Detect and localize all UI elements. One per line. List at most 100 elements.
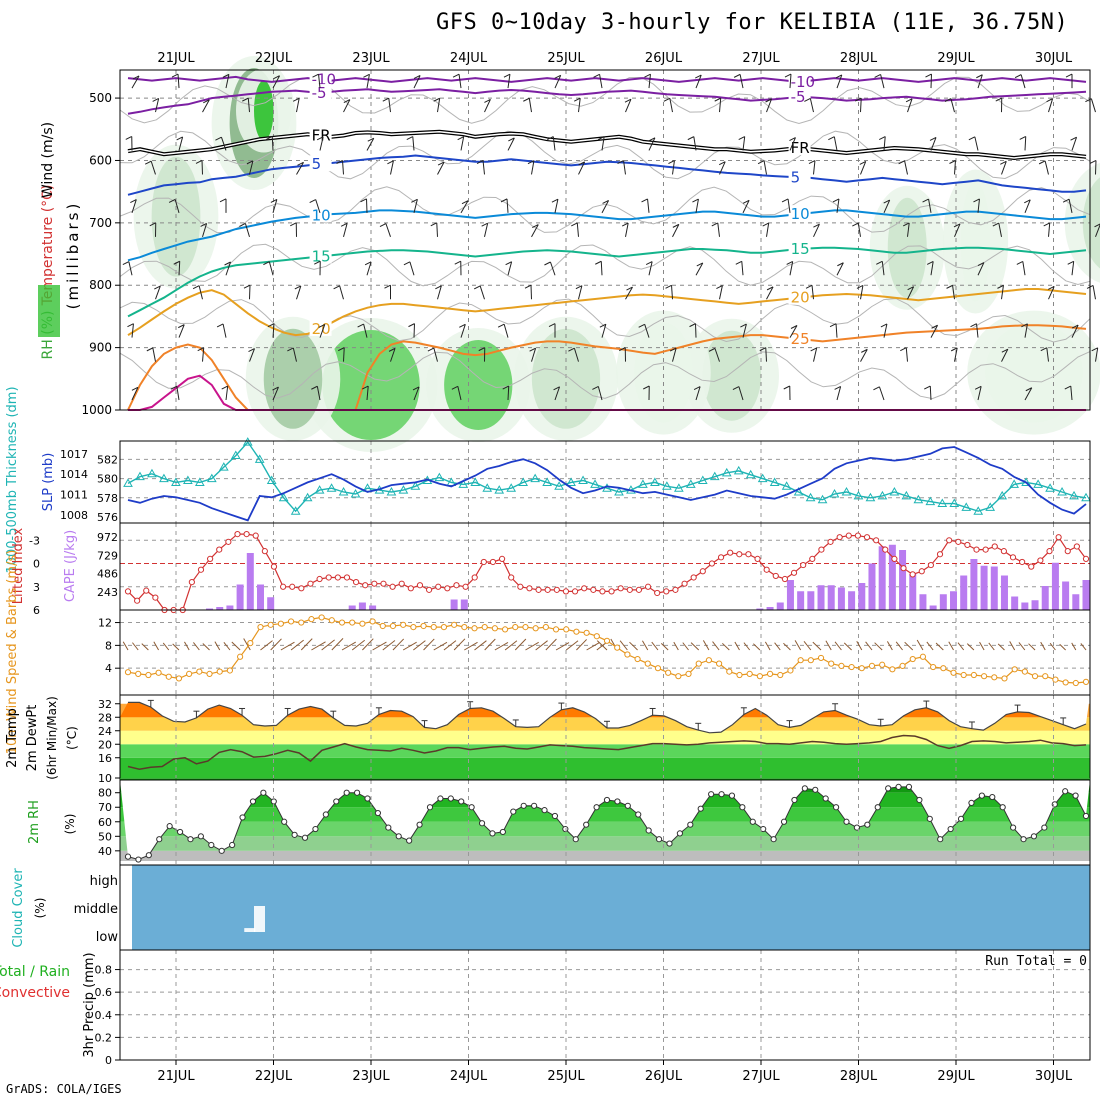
rh-band [120,851,1090,861]
lifted-tick-label: 6 [33,604,40,617]
wind-speed-marker [146,672,151,677]
rh-marker [552,813,557,818]
wind-speed-marker [207,671,212,676]
wind-speed-marker [187,671,192,676]
wind-speed-marker [543,625,548,630]
precip-axis-label: 3hr Precip (mm) [82,952,97,1057]
thickness-tick-label: 582 [97,453,118,466]
wind-speed-marker [594,634,599,639]
rh-marker [875,805,880,810]
temp2m-label: 2m Temp [5,708,20,768]
surface-wind-barb [163,643,169,650]
rh-marker [365,796,370,801]
lifted-index-marker [1010,555,1015,560]
wind-speed-marker [645,661,650,666]
rh-marker [188,837,193,842]
rh-marker [927,816,932,821]
ytick-label-mb: 800 [89,278,112,292]
wind-speed-marker [981,674,986,679]
rh-marker [448,796,453,801]
lifted-index-marker [217,547,222,552]
rh-marker [688,822,693,827]
rh-marker [1000,805,1005,810]
date-label-bottom: 25JUL [547,1069,585,1084]
contour-label-10: 10 [791,205,810,223]
date-label-top: 22JUL [255,51,293,66]
date-label-top: 26JUL [645,51,683,66]
lifted-index-marker [554,587,559,592]
rh-marker [667,841,672,846]
cape-bar [858,583,865,610]
contour-label--5: -5 [791,88,806,106]
rh-unit-label-group: (%) [63,814,77,835]
wind-speed-marker [798,658,803,663]
cape-bar [1001,576,1008,611]
temp2m-label-group: 2m Temp [5,708,20,768]
surface-wind-barb [905,642,913,650]
wind-speed-marker [829,661,834,666]
rh-marker [198,834,203,839]
lifted-index-marker [728,550,733,555]
wind-speed-marker [767,671,772,676]
wind-speed-marker [482,625,487,630]
ytick-label-mb: 1000 [81,403,112,417]
temperature-tick-label: 16 [98,752,112,765]
lifted-tick-label: 3 [33,581,40,594]
wind-speed-marker [156,670,161,675]
rh-patch [703,331,762,421]
rh-marker [469,805,474,810]
lifted-index-marker [1083,556,1088,561]
millibars-label: (millibars) [64,201,82,310]
rh-marker [573,837,578,842]
contour-label-FR: FR [312,127,331,145]
wind-speed-marker [441,625,446,630]
wind-speed-marker [676,674,681,679]
rh-marker [302,835,307,840]
wind-speed-marker [961,672,966,677]
wind-speed-marker [1022,669,1027,674]
contour-label-20: 20 [791,289,810,307]
footer-credit: GrADS: COLA/IGES [6,1082,122,1096]
rh-marker [677,831,682,836]
wind-speed-marker [197,669,202,674]
wind-speed-marker [462,625,467,630]
surface-wind-barb [783,643,790,650]
rh-marker [740,805,745,810]
rh-marker [459,799,464,804]
lifted-index-marker [983,547,988,552]
cloud-level-label: high [90,874,118,889]
cape-bar [777,603,784,611]
lifted-index-marker [317,576,322,581]
wind-speed-marker [380,623,385,628]
dewpt2m-label: 2m DewPt [25,705,40,772]
surface-wind-barb [154,642,159,650]
date-label-top: 30JUL [1035,51,1073,66]
contour-label--5: -5 [312,84,327,102]
lifted-index-marker [618,586,623,591]
rh-marker [615,799,620,804]
cape-bar [1052,563,1059,610]
lifted-index-marker [700,569,705,574]
slp-label: SLP (mb) [41,453,56,512]
wind-speed-marker [747,671,752,676]
cape-bar [981,566,988,610]
lifted-index-marker [426,587,431,592]
rh-marker [125,854,130,859]
wind-speed-marker [1063,680,1068,685]
rh-tick-label: 70 [98,801,112,814]
surface-wind-barb [980,642,985,650]
lifted-index-marker [791,570,796,575]
cloud-level-label: low [96,930,119,945]
cape-bar [807,591,814,610]
cape-bar [838,588,845,611]
cape-bar [960,576,967,611]
rh-marker [1042,825,1047,830]
lifted-index-marker [591,587,596,592]
cape-bar [1032,600,1039,610]
rh-marker [1011,825,1016,830]
wind-speed-marker [421,623,426,628]
lifted-index-marker [709,561,714,566]
rh-marker [282,819,287,824]
cape-bar [267,597,274,610]
lifted-index-marker [490,559,495,564]
